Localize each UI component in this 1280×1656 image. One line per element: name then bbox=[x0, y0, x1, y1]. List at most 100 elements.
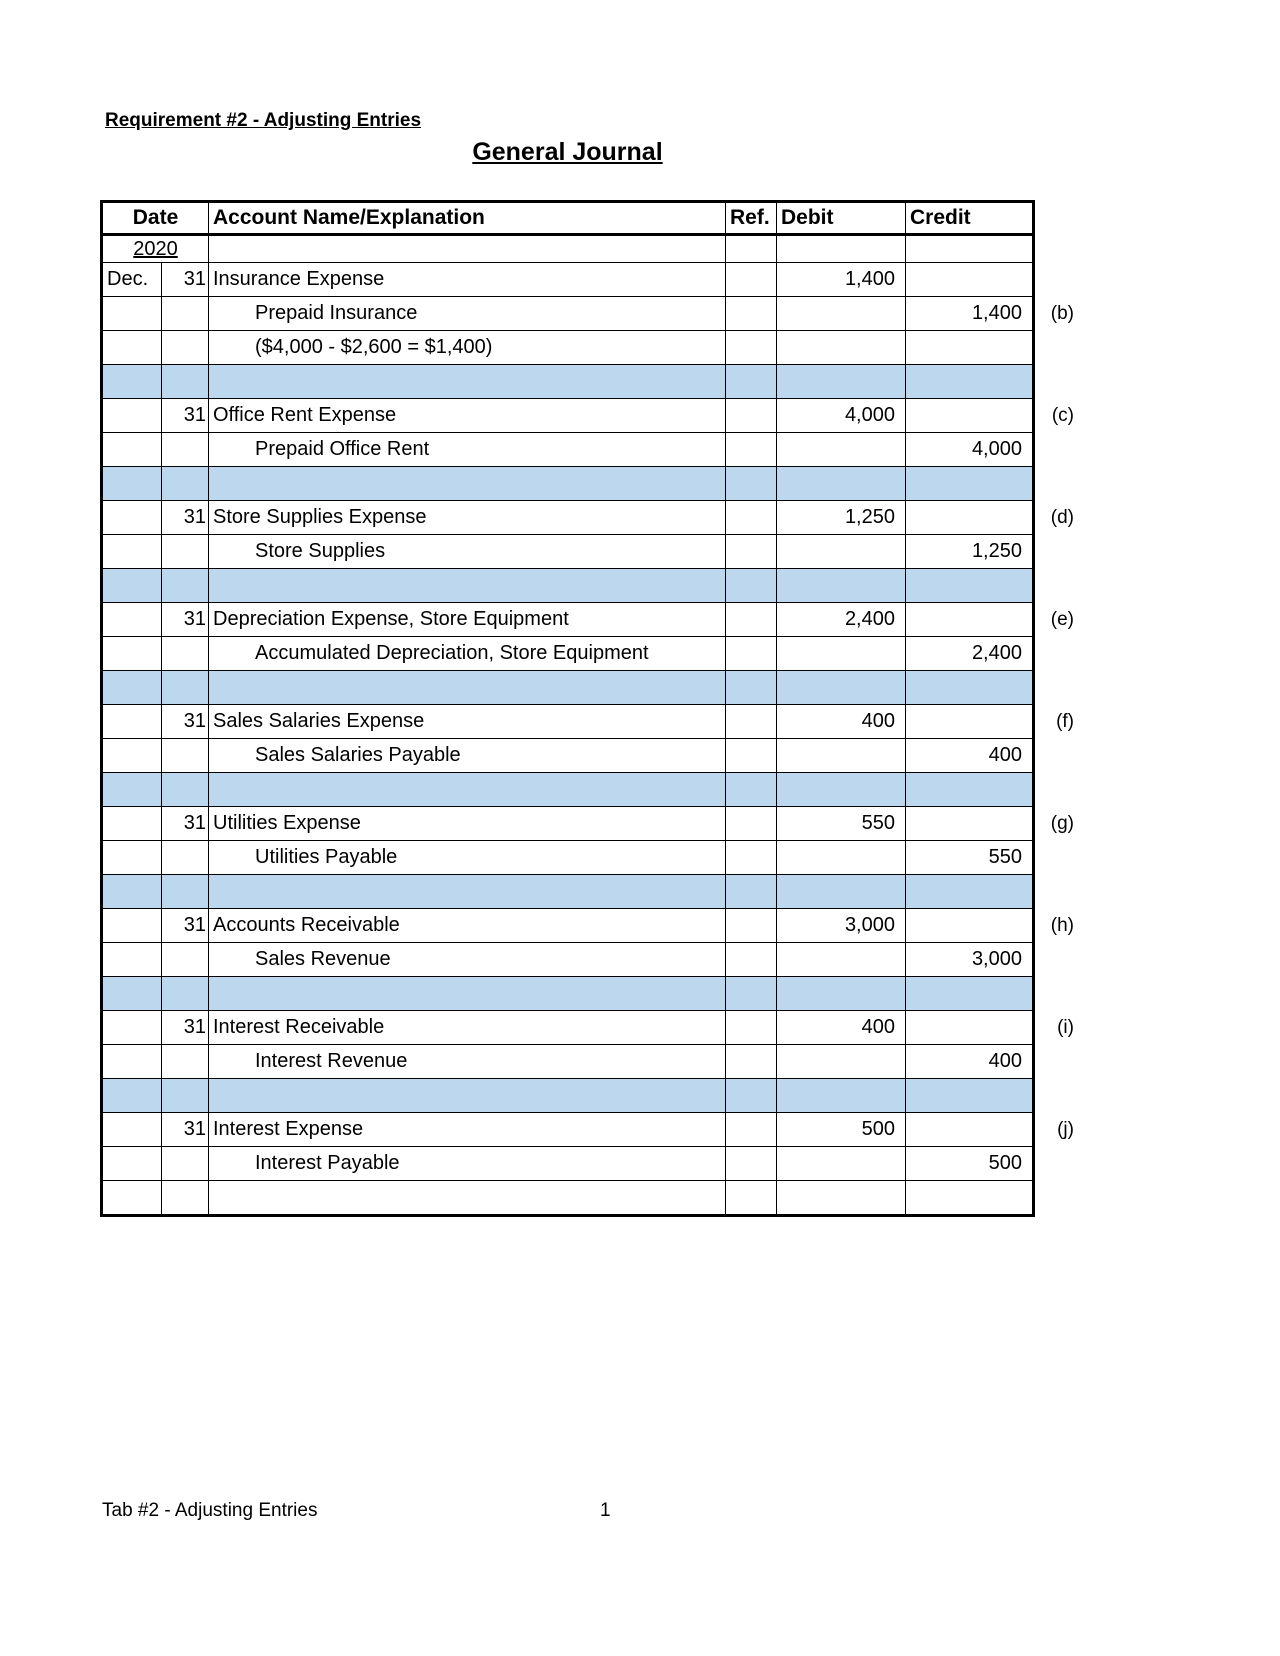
row-credit: 500 bbox=[905, 1146, 1034, 1181]
row-month bbox=[101, 704, 162, 739]
row-month bbox=[101, 840, 162, 875]
row-ref bbox=[725, 840, 777, 875]
row-account: Prepaid Insurance bbox=[208, 296, 726, 331]
journal-row: 31 Interest Receivable 400 (i) bbox=[101, 1010, 1074, 1045]
row-month bbox=[101, 1180, 162, 1216]
row-debit bbox=[776, 432, 906, 467]
row-day: 31 bbox=[161, 500, 209, 535]
row-account bbox=[208, 568, 726, 603]
row-account: Sales Salaries Payable bbox=[208, 738, 726, 773]
entry-letter: (i) bbox=[1057, 1017, 1074, 1038]
row-credit: (f) bbox=[905, 704, 1074, 739]
journal-row: 31 Office Rent Expense 4,000 (c) bbox=[101, 398, 1074, 433]
row-day: 31 bbox=[161, 1112, 209, 1147]
journal-row: 31 Interest Expense 500 (j) bbox=[101, 1112, 1074, 1147]
row-account: Interest Payable bbox=[208, 1146, 726, 1181]
row-account bbox=[208, 1180, 726, 1216]
journal-row bbox=[101, 1180, 1034, 1216]
row-month bbox=[101, 1044, 162, 1079]
row-credit-value: 1,400 bbox=[971, 302, 1022, 324]
row-month bbox=[101, 398, 162, 433]
row-credit: 1,250 bbox=[905, 534, 1034, 569]
row-credit: 4,000 bbox=[905, 432, 1034, 467]
row-debit bbox=[776, 364, 906, 399]
row-month bbox=[101, 772, 162, 807]
row-month bbox=[101, 670, 162, 705]
row-account: Store Supplies Expense bbox=[208, 500, 726, 535]
row-credit: 1,400 (b) bbox=[905, 296, 1074, 331]
row-account bbox=[208, 976, 726, 1011]
row-account: Interest Receivable bbox=[208, 1010, 726, 1045]
journal-row: ($4,000 - $2,600 = $1,400) bbox=[101, 330, 1034, 365]
header-date: Date bbox=[101, 201, 209, 236]
journal-row: 31 Depreciation Expense, Store Equipment 2… bbox=[101, 602, 1074, 637]
row-credit: (j) bbox=[905, 1112, 1074, 1147]
row-month bbox=[101, 330, 162, 365]
row-day bbox=[161, 1146, 209, 1181]
row-account: Interest Expense bbox=[208, 1112, 726, 1147]
row-ref bbox=[725, 704, 777, 739]
row-account: ($4,000 - $2,600 = $1,400) bbox=[208, 330, 726, 365]
journal-title: General Journal bbox=[472, 138, 663, 166]
row-day bbox=[161, 636, 209, 671]
entry-letter: (c) bbox=[1051, 405, 1074, 426]
requirement-heading: Requirement #2 - Adjusting Entries bbox=[105, 110, 422, 131]
row-debit bbox=[776, 1180, 906, 1216]
journal-row: Prepaid Office Rent 4,000 bbox=[101, 432, 1034, 467]
row-account: Accounts Receivable bbox=[208, 908, 726, 943]
row-month bbox=[101, 466, 162, 501]
row-ref bbox=[725, 908, 777, 943]
journal-row: Interest Payable 500 bbox=[101, 1146, 1034, 1181]
row-day bbox=[161, 942, 209, 977]
journal-row: Interest Revenue 400 bbox=[101, 1044, 1034, 1079]
header-credit: Credit bbox=[905, 201, 1034, 236]
row-debit: 2,400 bbox=[776, 602, 906, 637]
row-month bbox=[101, 1112, 162, 1147]
row-ref bbox=[725, 534, 777, 569]
row-month bbox=[101, 976, 162, 1011]
journal-row: Dec. 31 Insurance Expense 1,400 bbox=[101, 262, 1034, 297]
row-day bbox=[161, 466, 209, 501]
entry-letter: (e) bbox=[1050, 609, 1074, 630]
row-debit bbox=[776, 1044, 906, 1079]
row-ref bbox=[725, 1146, 777, 1181]
row-ref bbox=[725, 772, 777, 807]
row-debit bbox=[776, 976, 906, 1011]
row-month bbox=[101, 602, 162, 637]
row-credit: (g) bbox=[905, 806, 1074, 841]
row-account: Utilities Payable bbox=[208, 840, 726, 875]
journal-row: 31 Accounts Receivable 3,000 (h) bbox=[101, 908, 1074, 943]
row-day bbox=[161, 1078, 209, 1113]
row-debit: 400 bbox=[776, 1010, 906, 1045]
row-debit bbox=[776, 330, 906, 365]
row-account bbox=[208, 670, 726, 705]
journal-row: Accumulated Depreciation, Store Equipmen… bbox=[101, 636, 1034, 671]
separator-row bbox=[101, 364, 1034, 399]
row-account: Prepaid Office Rent bbox=[208, 432, 726, 467]
footer-page-number: 1 bbox=[600, 1500, 611, 1521]
row-debit: 1,250 bbox=[776, 500, 906, 535]
row-debit bbox=[776, 568, 906, 603]
row-debit bbox=[776, 636, 906, 671]
row-day bbox=[161, 840, 209, 875]
general-journal-table: Date Account Name/Explanation Ref. Debit… bbox=[100, 200, 1074, 1217]
entry-letter: (d) bbox=[1050, 507, 1074, 528]
row-credit bbox=[905, 1078, 1034, 1113]
row-debit bbox=[776, 1146, 906, 1181]
row-debit: 400 bbox=[776, 704, 906, 739]
row-day bbox=[161, 330, 209, 365]
row-account: Accumulated Depreciation, Store Equipmen… bbox=[208, 636, 726, 671]
entry-letter: (h) bbox=[1050, 915, 1074, 936]
header-ref: Ref. bbox=[725, 201, 777, 236]
row-month bbox=[101, 908, 162, 943]
separator-row bbox=[101, 772, 1034, 807]
row-day: 31 bbox=[161, 602, 209, 637]
row-ref bbox=[725, 1180, 777, 1216]
row-day bbox=[161, 874, 209, 909]
row-debit: 1,400 bbox=[776, 262, 906, 297]
row-ref bbox=[725, 806, 777, 841]
row-ref bbox=[725, 330, 777, 365]
row-ref bbox=[725, 942, 777, 977]
row-day: 31 bbox=[161, 806, 209, 841]
row-credit bbox=[905, 330, 1034, 365]
